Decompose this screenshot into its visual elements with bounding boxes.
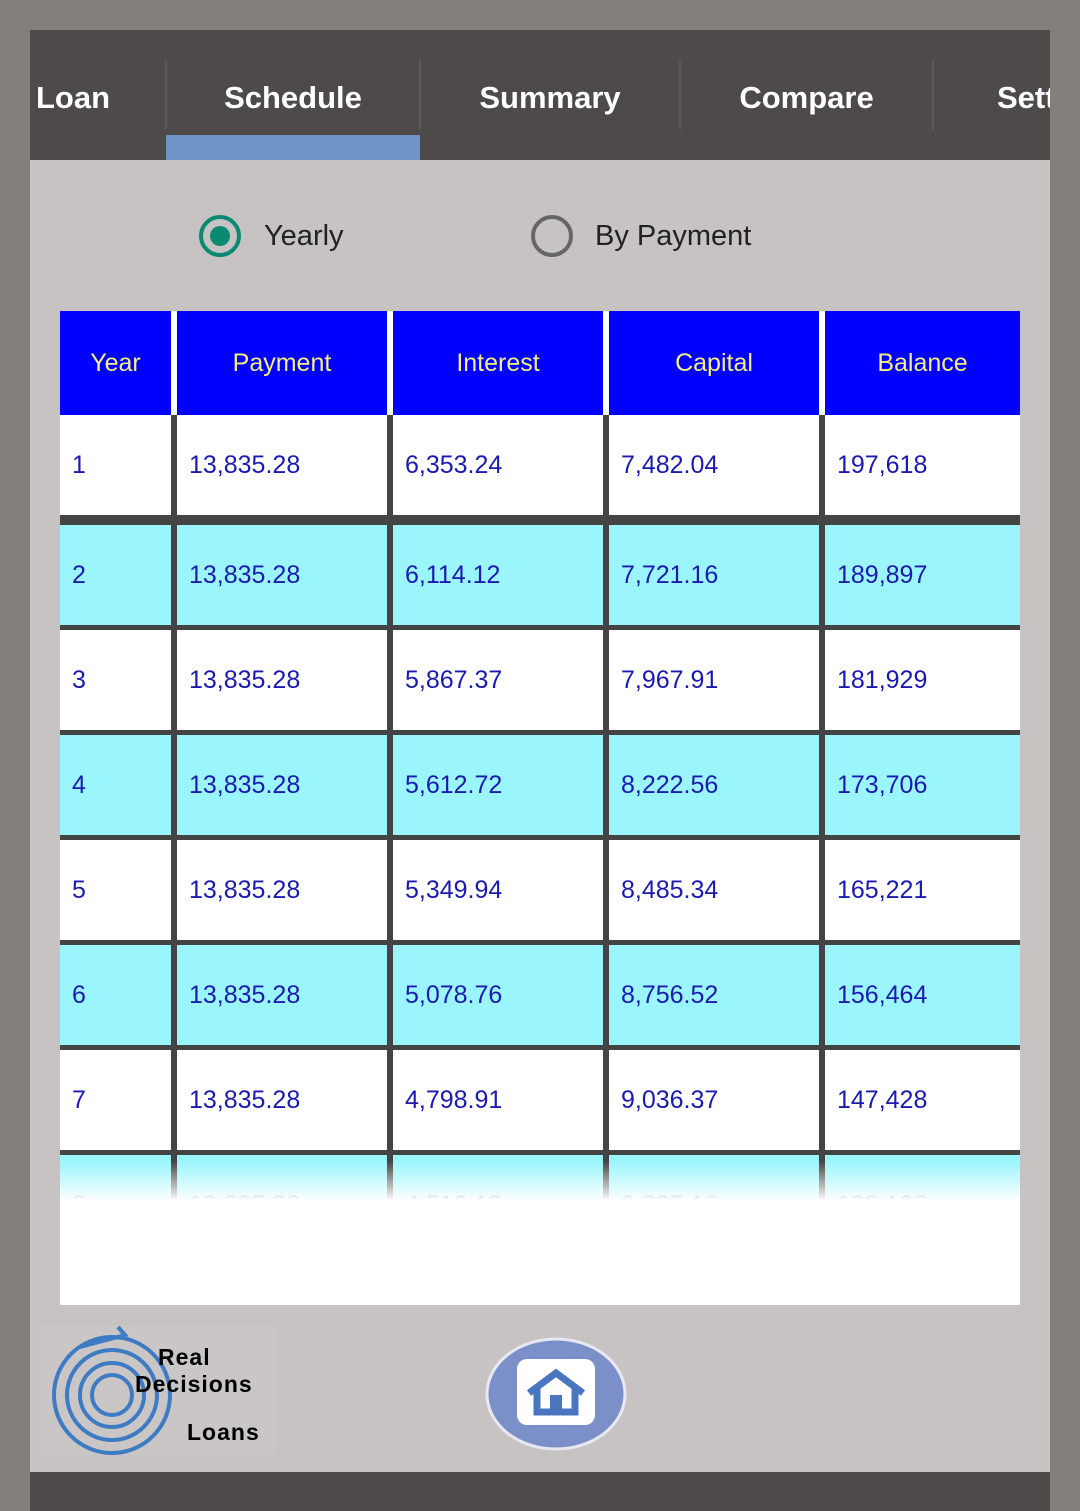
tab-indicator (166, 135, 420, 160)
tab-separator (165, 60, 167, 130)
table-cell: 5 (60, 840, 171, 940)
column-header: Interest (393, 311, 603, 415)
radio-by-payment[interactable] (531, 215, 573, 257)
table-cell: 4,798.91 (393, 1050, 603, 1150)
table-cell: 147,428 (825, 1050, 1020, 1150)
table-cell: 5,349.94 (393, 840, 603, 940)
logo: Real Decisions Loans (40, 1325, 275, 1455)
table-cell: 197,618 (825, 415, 1020, 515)
table-cell: 8,485.34 (609, 840, 819, 940)
table-cell: 8,222.56 (609, 735, 819, 835)
column-header: Payment (177, 311, 387, 415)
column-header: Balance (825, 311, 1020, 415)
table-cell: 13,835.28 (177, 415, 387, 515)
table-cell: 13,835.28 (177, 945, 387, 1045)
table-cell: 13,835.28 (177, 525, 387, 625)
table-cell: 2 (60, 525, 171, 625)
table-cell: 7,482.04 (609, 415, 819, 515)
column-header: Year (60, 311, 171, 415)
table-cell: 4 (60, 735, 171, 835)
table-cell: 13,835.28 (177, 1050, 387, 1150)
table-cell: 6,353.24 (393, 415, 603, 515)
table-cell: 7,721.16 (609, 525, 819, 625)
table-cell: 6,114.12 (393, 525, 603, 625)
table-cell: 173,706 (825, 735, 1020, 835)
table-cell: 8,756.52 (609, 945, 819, 1045)
table-cell: 9,036.37 (609, 1050, 819, 1150)
table-cell: 3 (60, 630, 171, 730)
column-header: Capital (609, 311, 819, 415)
table-cell: 189,897 (825, 525, 1020, 625)
table-cell: 5,867.37 (393, 630, 603, 730)
logo-text: Loans (187, 1419, 260, 1445)
table-cell: 165,221 (825, 840, 1020, 940)
table-cell: 5,612.72 (393, 735, 603, 835)
table-cell: 156,464 (825, 945, 1020, 1045)
app: Yearly By Payment Year Payment Interest Cap… (30, 30, 1050, 1511)
tab-separator (679, 60, 681, 130)
bottom-bar (30, 1472, 1050, 1511)
tab[interactable]: Compare (739, 80, 874, 115)
tab-separator (932, 60, 934, 130)
table-cell: 7,967.91 (609, 630, 819, 730)
tab[interactable]: Summary (479, 80, 621, 115)
tab-separator (419, 60, 421, 130)
tab[interactable]: Schedule (224, 80, 362, 115)
table-cell: 13,835.28 (177, 630, 387, 730)
tab[interactable]: Loan (36, 80, 111, 115)
logo-text: Decisions (135, 1371, 253, 1397)
table-cell: 1 (60, 415, 171, 515)
table-cell: 181,929 (825, 630, 1020, 730)
fade (60, 1161, 1020, 1201)
logo-swirl (52, 1325, 172, 1455)
radio-label[interactable]: By Payment (595, 220, 752, 252)
tab[interactable]: Sett (997, 80, 1050, 115)
schedule-table: Year Payment Interest Capital Balance 1 13,835… (60, 311, 1020, 1305)
table-cell: 13,835.28 (177, 735, 387, 835)
table-cell: 6 (60, 945, 171, 1045)
radio-label[interactable]: Yearly (264, 220, 344, 252)
logo-text: Real (158, 1344, 211, 1370)
radio-yearly[interactable] (199, 215, 241, 257)
table-cell: 5,078.76 (393, 945, 603, 1045)
table-cell: 13,835.28 (177, 840, 387, 940)
home-button[interactable] (485, 1337, 627, 1452)
table-cell: 7 (60, 1050, 171, 1150)
table-body: Year Payment Interest Capital Balance 1 13,835… (60, 311, 1020, 1199)
